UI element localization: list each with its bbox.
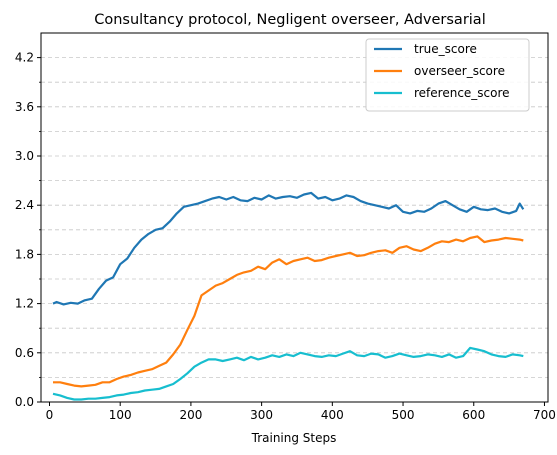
y-tick-label: 2.4 xyxy=(15,198,34,212)
series-line-reference-score xyxy=(52,346,524,401)
x-tick-label: 300 xyxy=(250,408,273,422)
x-axis-title: Training Steps xyxy=(251,431,337,445)
y-tick-label: 0.6 xyxy=(15,346,34,360)
x-tick-label: 400 xyxy=(321,408,344,422)
chart-title: Consultancy protocol, Negligent overseer… xyxy=(94,12,485,28)
y-axis: 0.0 0.6 1.2 1.8 2.4 3.0 3.6 4.2 xyxy=(15,51,41,409)
x-tick-label: 500 xyxy=(392,408,415,422)
y-tick-label: 3.6 xyxy=(15,100,34,114)
series-line-true-score xyxy=(52,191,525,306)
series-line-overseer-score xyxy=(53,235,524,388)
x-axis: 0 100 200 300 400 500 600 700 xyxy=(46,402,556,422)
legend-label: true_score xyxy=(414,42,477,56)
y-tick-label: 3.0 xyxy=(15,149,34,163)
x-tick-label: 700 xyxy=(533,408,556,422)
plot-frame xyxy=(40,32,549,403)
y-tick-label: 0.0 xyxy=(15,395,34,409)
x-tick-label: 0 xyxy=(46,408,54,422)
x-tick-label: 200 xyxy=(179,408,202,422)
series-lines xyxy=(52,191,525,401)
legend-label: overseer_score xyxy=(414,64,505,78)
legend: true_score overseer_score reference_score xyxy=(365,38,530,112)
legend-label: reference_score xyxy=(414,86,510,100)
y-tick-label: 1.2 xyxy=(15,297,34,311)
y-tick-label: 1.8 xyxy=(15,247,34,261)
y-tick-label: 4.2 xyxy=(15,51,34,65)
legend-box xyxy=(365,38,530,112)
x-tick-label: 600 xyxy=(462,408,485,422)
x-tick-label: 100 xyxy=(109,408,132,422)
